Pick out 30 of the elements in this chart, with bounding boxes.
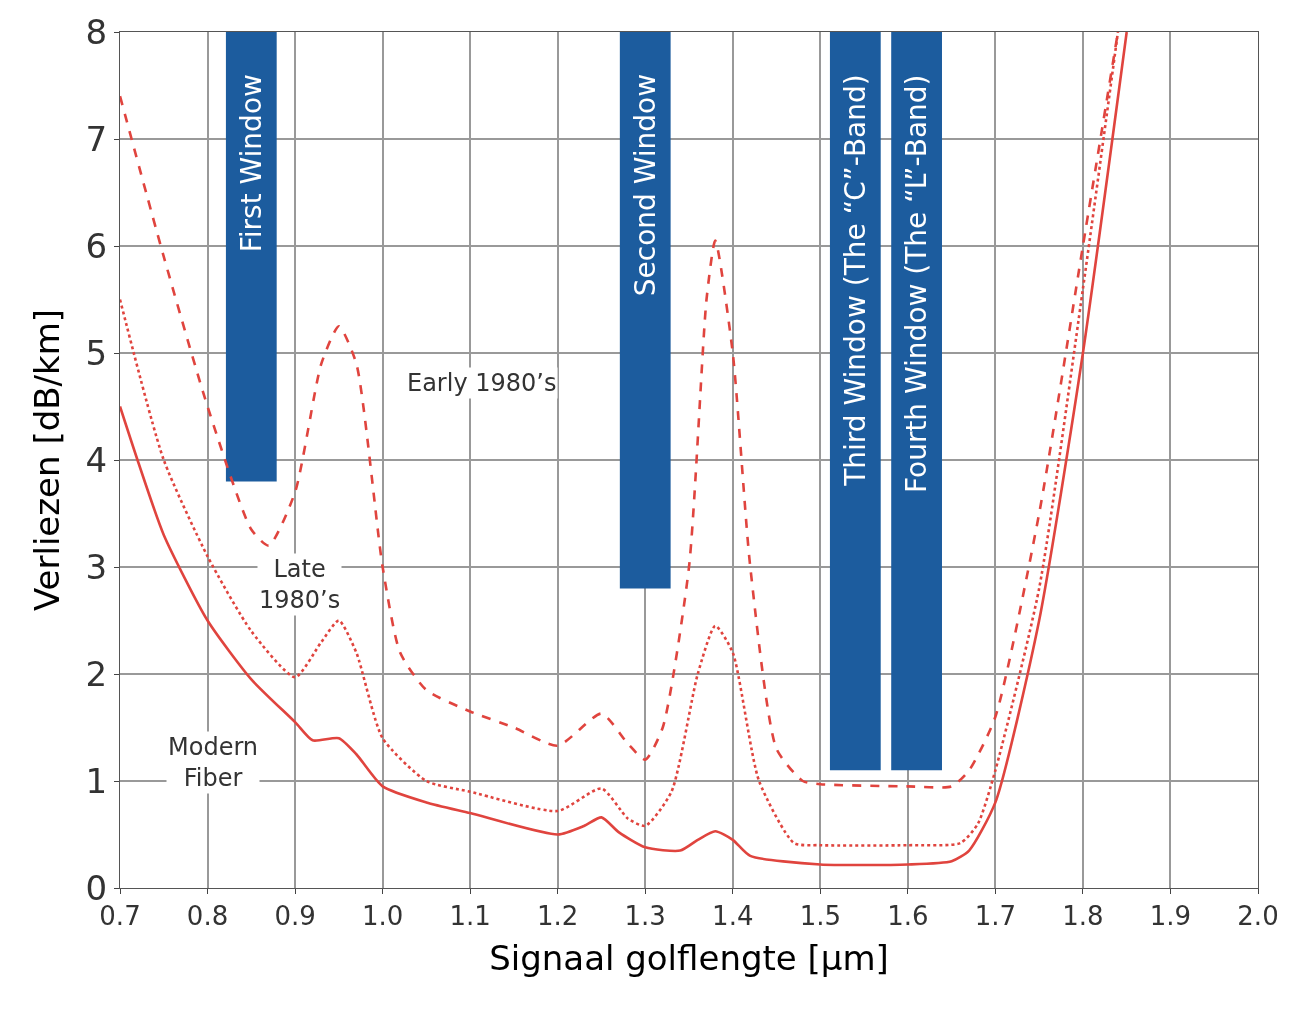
annotation: First Window <box>235 74 269 253</box>
y-tick-label: 2 <box>85 653 108 694</box>
y-tick-label: 5 <box>85 332 108 373</box>
y-tick-label: 7 <box>85 118 108 159</box>
x-tick-label: 2.0 <box>1237 901 1279 932</box>
annotation: Fourth Window (The “L”-Band) <box>900 74 934 494</box>
annotation: Late 1980’s <box>259 555 341 615</box>
annotation: Third Window (The “C”-Band) <box>838 74 872 487</box>
x-tick-label: 0.9 <box>274 901 316 932</box>
x-tick-label: 1.0 <box>361 901 404 932</box>
y-tick-label: 6 <box>85 225 108 266</box>
annotation: Modern Fiber <box>168 733 259 793</box>
x-tick-label: 0.8 <box>186 901 229 932</box>
x-tick-label: 1.1 <box>449 901 491 932</box>
y-tick-label: 1 <box>85 760 108 801</box>
x-tick-label: 1.2 <box>537 901 579 932</box>
x-tick-label: 1.9 <box>1149 901 1192 932</box>
y-tick-label: 3 <box>85 546 108 587</box>
x-tick-label: 1.7 <box>974 901 1017 932</box>
x-tick-label: 1.4 <box>712 901 754 932</box>
y-tick-label: 8 <box>85 11 108 52</box>
x-tick-label: 1.6 <box>887 901 929 932</box>
annotation: Second Window <box>629 73 663 297</box>
x-tick-label: 1.5 <box>799 901 841 932</box>
x-axis-title: Signaal golflengte [μm] <box>489 937 889 978</box>
y-tick-label: 4 <box>85 439 108 480</box>
x-tick-label: 1.8 <box>1062 901 1104 932</box>
y-axis-title: Verliezen [dB/km] <box>27 308 68 612</box>
x-tick-label: 1.3 <box>624 901 666 932</box>
annotation: Early 1980’s <box>407 369 557 397</box>
